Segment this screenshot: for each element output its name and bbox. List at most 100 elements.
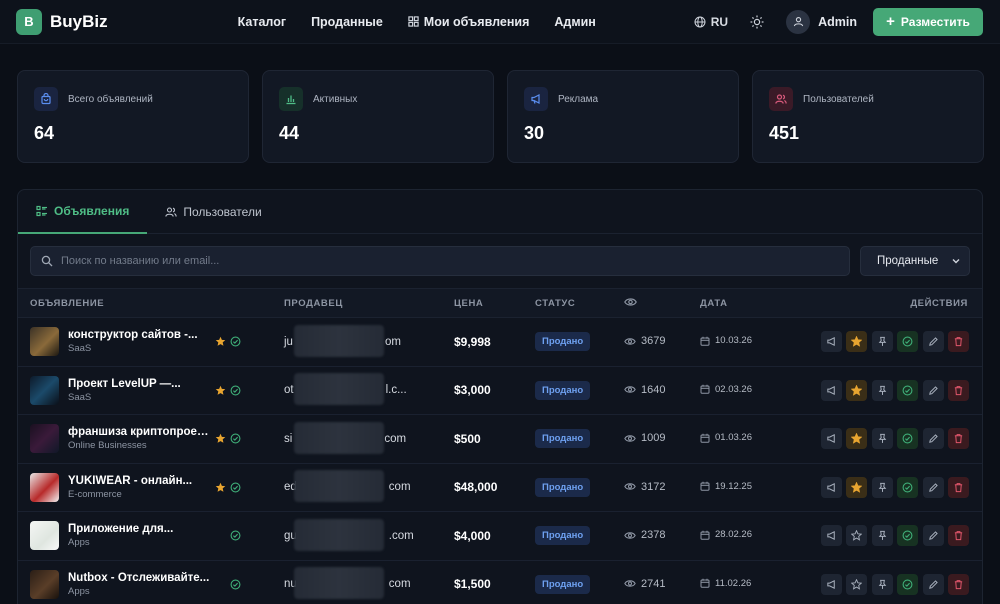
edit-button[interactable]	[922, 476, 944, 498]
table-row[interactable]: франшиза криптопроекта Online Businesses…	[18, 415, 982, 463]
pin-button[interactable]	[871, 573, 893, 595]
approve-button[interactable]	[897, 476, 918, 498]
theme-toggle[interactable]	[750, 15, 764, 29]
promote-button[interactable]	[820, 331, 842, 353]
feature-button[interactable]	[846, 428, 867, 450]
stat-card-users: Пользователей 451	[752, 70, 984, 163]
promote-button[interactable]	[820, 476, 842, 498]
redacted-blur	[294, 567, 384, 600]
megaphone-icon	[826, 482, 835, 492]
promote-button[interactable]	[820, 573, 842, 595]
grid-list-icon	[408, 16, 419, 27]
pin-button[interactable]	[871, 379, 893, 401]
approve-button[interactable]	[897, 428, 918, 450]
listing-title[interactable]: конструктор сайтов -...	[68, 329, 198, 342]
delete-button[interactable]	[948, 379, 969, 401]
table-row[interactable]: конструктор сайтов -... SaaS ju om $9,998…	[18, 318, 982, 366]
star-icon	[851, 481, 862, 493]
listing-title[interactable]: YŪKIWEAR - онлайн...	[68, 474, 193, 487]
delete-button[interactable]	[948, 331, 969, 353]
nav-admin[interactable]: Админ	[554, 14, 596, 29]
pin-button[interactable]	[871, 428, 893, 450]
table-row[interactable]: Nutbox - Отслеживайте... Apps nu com $1,5…	[18, 560, 982, 604]
search-icon	[41, 255, 53, 267]
verified-check-icon	[230, 433, 241, 444]
feature-button[interactable]	[846, 573, 867, 595]
table-row[interactable]: YŪKIWEAR - онлайн... E-commerce ed com $4…	[18, 463, 982, 512]
nav-sold[interactable]: Проданные	[311, 14, 383, 29]
listing-date: 10.03.26	[700, 335, 752, 346]
check-circle-icon	[902, 530, 913, 541]
edit-button[interactable]	[922, 573, 944, 595]
edit-button[interactable]	[922, 331, 944, 353]
pin-button[interactable]	[871, 331, 893, 353]
delete-button[interactable]	[948, 573, 969, 595]
pin-button[interactable]	[871, 476, 893, 498]
trash-icon	[954, 482, 963, 492]
eye-icon	[624, 483, 636, 490]
promote-button[interactable]	[820, 379, 842, 401]
star-icon	[851, 433, 862, 444]
calendar-icon	[700, 481, 710, 491]
delete-button[interactable]	[948, 476, 969, 498]
listing-category: Online Businesses	[68, 440, 147, 452]
verified-check-icon	[230, 530, 241, 541]
col-seller[interactable]: ПРОДАВЕЦ	[284, 288, 454, 318]
bag-icon	[34, 87, 58, 111]
table-row[interactable]: Приложение для... Apps gu .com $4,000 Про…	[18, 512, 982, 560]
listing-title[interactable]: Проект LevelUP —...	[68, 377, 181, 390]
listing-title[interactable]: франшиза криптопроекта	[68, 426, 213, 439]
listing-category: SaaS	[68, 391, 92, 403]
trash-icon	[954, 579, 963, 589]
delete-button[interactable]	[948, 428, 969, 450]
pin-button[interactable]	[871, 525, 893, 547]
approve-button[interactable]	[897, 379, 918, 401]
status-filter-select[interactable]: Проданные	[860, 246, 970, 276]
star-icon	[851, 578, 862, 590]
listing-title[interactable]: Приложение для...	[68, 523, 174, 536]
approve-button[interactable]	[897, 573, 918, 595]
logo[interactable]: B BuyBiz	[16, 8, 108, 35]
listing-title[interactable]: Nutbox - Отслеживайте...	[68, 571, 210, 584]
featured-star-icon	[215, 336, 226, 347]
redacted-blur	[294, 324, 384, 357]
col-views[interactable]	[624, 288, 700, 318]
eye-icon	[624, 337, 636, 345]
redacted-blur	[294, 373, 384, 406]
approve-button[interactable]	[897, 331, 918, 353]
star-icon	[851, 336, 862, 347]
admin-panel: Объявления Пользователи Проданные ОБЪЯВЛ…	[17, 189, 983, 604]
nav-my-listings[interactable]: Мои объявления	[408, 15, 529, 29]
edit-button[interactable]	[922, 379, 944, 401]
listing-price: $500	[454, 431, 481, 446]
promote-button[interactable]	[820, 525, 842, 547]
tab-listings[interactable]: Объявления	[18, 190, 148, 234]
promote-button[interactable]	[820, 428, 842, 450]
star-icon	[851, 530, 862, 541]
edit-button[interactable]	[922, 428, 944, 450]
col-listing[interactable]: ОБЪЯВЛЕНИЕ	[18, 288, 284, 318]
language-switcher[interactable]: RU	[694, 15, 728, 29]
logo-badge: B	[16, 8, 42, 35]
place-listing-button[interactable]: + Разместить	[873, 7, 983, 36]
listing-thumbnail	[30, 375, 59, 405]
search-input[interactable]	[61, 255, 821, 267]
feature-button[interactable]	[846, 379, 867, 401]
col-status[interactable]: СТАТУС	[535, 288, 624, 318]
listing-date: 02.03.26	[700, 384, 752, 395]
user-menu[interactable]: Admin	[786, 9, 857, 34]
delete-button[interactable]	[948, 525, 969, 547]
pencil-icon	[928, 482, 938, 492]
approve-button[interactable]	[897, 525, 918, 547]
listing-price: $1,500	[454, 577, 491, 592]
listing-price: $4,000	[454, 528, 491, 543]
feature-button[interactable]	[846, 525, 867, 547]
feature-button[interactable]	[846, 331, 867, 353]
nav-catalog[interactable]: Каталог	[237, 14, 287, 29]
tab-users[interactable]: Пользователи	[147, 190, 279, 234]
col-date[interactable]: ДАТА	[700, 288, 810, 318]
col-price[interactable]: ЦЕНА	[454, 288, 535, 318]
table-row[interactable]: Проект LevelUP —... SaaS ot l.c... $3,000…	[18, 366, 982, 415]
feature-button[interactable]	[846, 476, 867, 498]
edit-button[interactable]	[922, 525, 944, 547]
